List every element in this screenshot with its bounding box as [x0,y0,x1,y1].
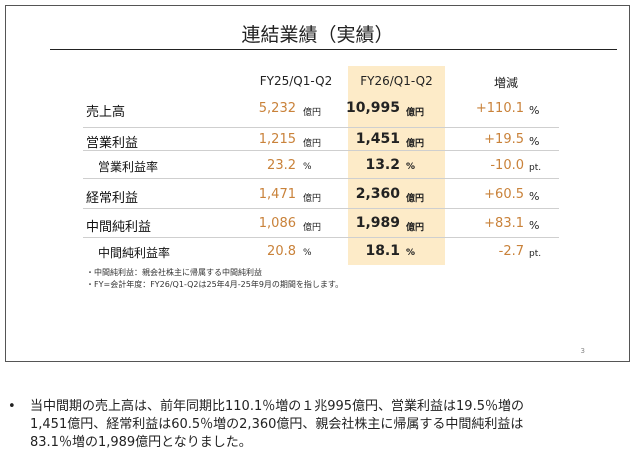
curr-value: 1,451 [355,131,400,147]
curr-unit: % [406,248,416,258]
row-label: 営業利益率 [98,160,159,174]
curr-unit: 億円 [406,108,425,118]
change-unit: pt. [529,163,542,173]
curr-value: 18.1 [365,243,400,259]
footnote: ・FY=会計年度：FY26/Q1-Q2は25年4月-25年9月の期間を指します。 [86,280,344,289]
column-header-prev: FY25/Q1-Q2 [259,74,333,88]
prev-unit: 億円 [303,139,322,149]
change-unit: pt. [529,249,542,259]
row-label: 中間純利益率 [98,246,171,260]
summary-line: 83.1％増の1,989億円となりました。 [30,435,252,450]
prev-value: 1,086 [258,216,296,231]
column-header-curr: FY26/Q1-Q2 [360,74,433,88]
prev-value: 23.2 [267,158,296,173]
curr-unit: 億円 [406,223,425,233]
summary-line: 1,451億円、経常利益は60.5％増の2,360億円、親会社株主に帰属する中間… [30,417,524,432]
change-unit: % [529,104,540,117]
change-value: +83.1 [484,216,524,231]
row-label: 売上高 [86,105,126,120]
row-label: 営業利益 [86,136,139,151]
change-value: +19.5 [484,132,524,147]
change-unit: % [529,190,540,203]
curr-unit: 億円 [406,194,425,204]
prev-unit: 億円 [303,223,322,233]
current-period-highlight [348,66,445,265]
prev-unit: % [303,162,312,172]
curr-value: 10,995 [345,100,400,116]
slide: 連結業績（実績） FY25/Q1-Q2 FY26/Q1-Q2 増減 売上高 5,… [5,5,630,362]
curr-value: 2,360 [355,186,400,202]
row-label: 中間純利益 [86,220,152,235]
prev-unit: 億円 [303,108,322,118]
curr-value: 1,989 [355,215,400,231]
prev-value: 1,471 [258,187,296,202]
prev-value: 1,215 [258,132,296,147]
row-divider [83,237,559,238]
row-divider [83,178,559,179]
change-value: -10.0 [490,158,524,173]
column-header-change: 増減 [493,76,518,90]
prev-value: 5,232 [258,101,296,116]
row-label: 経常利益 [86,191,139,206]
prev-unit: % [303,248,312,258]
row-divider [83,208,559,209]
row-divider [83,150,559,151]
footnote: ・中間純利益：親会社株主に帰属する中間純利益 [86,268,262,277]
change-unit: % [529,135,540,148]
curr-value: 13.2 [365,157,400,173]
slide-title: 連結業績（実績） [241,24,394,46]
page-number: 3 [580,347,585,355]
summary-paragraph: • 当中間期の売上高は、前年同期比110.1％増の１兆995億円、営業利益は19… [8,398,608,452]
change-value: +110.1 [475,101,524,116]
prev-value: 20.8 [267,244,296,259]
change-value: -2.7 [498,244,524,259]
bullet-icon: • [8,399,16,414]
change-unit: % [529,219,540,232]
title-divider [50,49,617,50]
row-divider [83,127,559,128]
curr-unit: % [406,162,416,172]
summary-line: 当中間期の売上高は、前年同期比110.1％増の１兆995億円、営業利益は19.5… [30,399,524,414]
change-value: +60.5 [484,187,524,202]
prev-unit: 億円 [303,194,322,204]
curr-unit: 億円 [406,139,425,149]
